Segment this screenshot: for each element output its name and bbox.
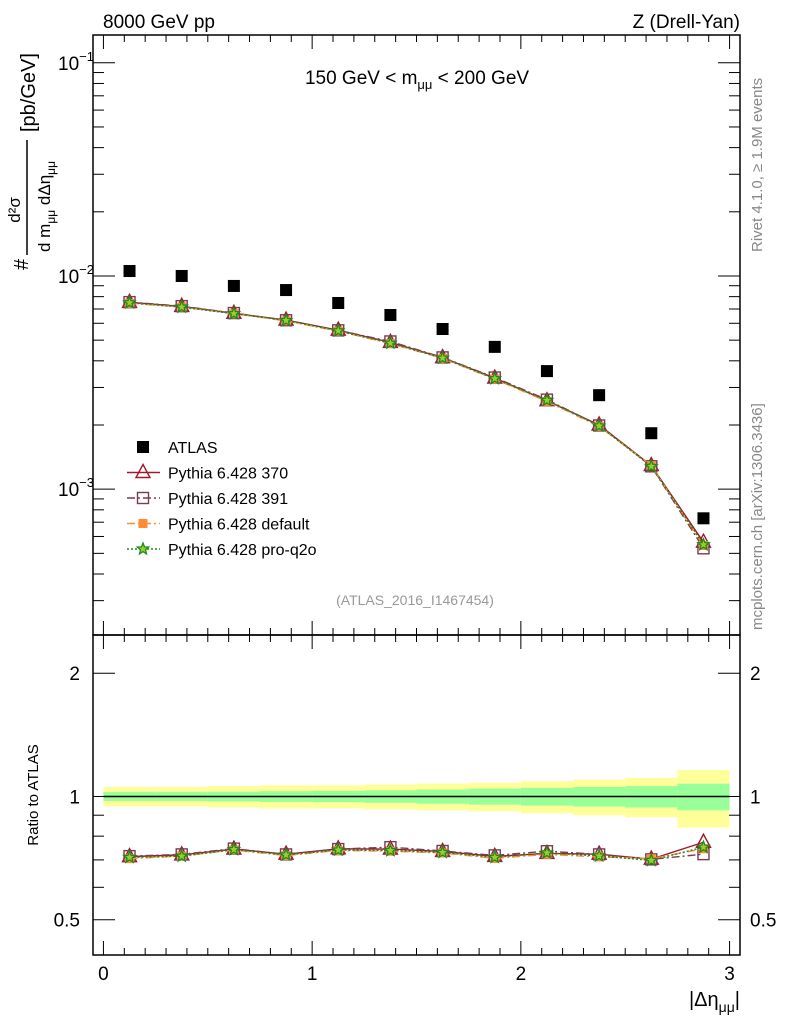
data-point [330,323,346,338]
data-point [643,458,659,473]
x-tick-label: 0 [98,964,109,985]
rivet-label: Rivet 4.1.0, ≥ 1.9M events [749,78,766,252]
data-point [591,418,607,433]
data-point [227,279,240,292]
ratio-point [330,842,346,857]
ratio-point [696,839,711,854]
legend-item: Pythia 6.428 default [127,517,310,534]
ratio-y-tick-label: 2 [69,664,80,685]
data-point [436,323,449,336]
legend-label: Pythia 6.428 391 [168,491,288,508]
ratio-point [487,849,503,864]
ratio-point [435,844,450,859]
ratio-line [129,846,704,861]
ratio-y-label: Ratio to ATLAS [25,744,42,845]
data-point [593,389,606,402]
legend-label: ATLAS [168,440,218,457]
data-point [487,370,503,385]
y-axis-label: # d²σ d mμμ dΔημμ [pb/GeV] [5,53,58,270]
analysis-id: (ATLAS_2016_I1467454) [336,592,494,608]
main-title: 150 GeV < mμμ < 200 GeV [305,68,529,92]
legend-marker [135,541,151,556]
ratio-point [122,849,137,864]
x-tick-label: 3 [724,964,735,985]
ratio-line [129,846,704,862]
data-point [175,269,188,282]
ratio-point [278,847,294,862]
data-point [384,309,397,322]
y-tick-label: 10−2 [58,262,94,288]
ratio-point [383,842,398,857]
data-point [435,350,450,365]
data-marks [121,265,712,867]
data-point [383,335,398,350]
ratio-bands [103,770,730,828]
x-tick-label: 2 [516,964,527,985]
legend-marker [138,519,148,528]
ratio-y-tick-label: 1 [69,787,80,808]
ratio-point [591,848,607,863]
mcplots-label: mcplots.cern.ch [arXiv:1306.3436] [749,403,766,630]
series-line [129,302,705,546]
ratio-y-tick-label: 0.5 [54,911,80,932]
data-point [278,312,294,327]
data-point [696,536,711,551]
x-axis-label: |Δημμ| [689,989,740,1015]
series-1 [121,292,712,865]
ratio-y-tick-label-right: 0.5 [750,911,776,932]
ratio-point [643,852,659,867]
data-point [488,340,501,353]
series-line [129,302,705,546]
header-left: 8000 GeV pp [103,12,215,33]
legend: ATLAS Pythia 6.428 370 Pythia 6.428 391 Pyt… [127,440,317,559]
ratio-line [129,848,704,860]
legend-marker [137,441,149,453]
series-4 [122,294,711,867]
data-point [226,305,242,320]
legend-item: ATLAS [137,440,218,457]
data-point [332,296,345,309]
x-tick-label: 1 [307,964,318,985]
axes: 0 1 2 3 10−1 10−2 10−3 2 2 1 1 0.5 0.5 [54,34,776,985]
header-right: Z (Drell-Yan) [633,12,740,33]
legend-label: Pythia 6.428 pro-q2o [168,542,317,559]
ratio-point [226,841,242,856]
svg-text:d²σ: d²σ [5,197,24,223]
ratio-y-tick-label-right: 2 [750,664,761,685]
legend-marker [134,463,152,479]
data-point [645,427,658,440]
legend-label: Pythia 6.428 370 [168,466,288,483]
ratio-point [174,848,190,863]
series-0 [123,265,710,525]
data-point [540,365,553,378]
legend-item: Pythia 6.428 370 [127,463,288,483]
legend-item: Pythia 6.428 pro-q2o [127,541,317,559]
ratio-y-tick-label-right: 1 [750,787,761,808]
y-tick-label: 10−3 [58,475,94,501]
y-tick-label: 10−1 [58,49,94,75]
ratio-point [539,845,555,860]
svg-text:d mμμ dΔημμ: d mμμ dΔημμ [35,161,58,252]
data-point [539,392,555,407]
data-point [174,299,190,314]
legend-item: Pythia 6.428 391 [127,491,288,508]
legend-marker [136,491,150,505]
data-point [123,265,136,278]
series-3 [125,298,708,864]
data-point [697,512,710,525]
series-line [129,301,705,549]
legend-label: Pythia 6.428 default [168,517,310,534]
svg-text:#: # [11,258,33,270]
svg-text:[pb/GeV]: [pb/GeV] [18,53,40,132]
data-point [280,284,293,297]
data-point [122,294,137,310]
